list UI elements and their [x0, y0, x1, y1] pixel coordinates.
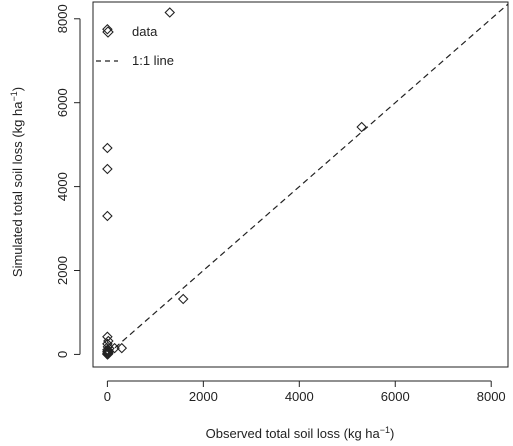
plot-frame — [92, 1, 509, 368]
y-tick-label: 6000 — [55, 88, 70, 117]
x-axis-title-exponent: −1 — [380, 425, 390, 435]
data-point — [102, 349, 113, 360]
data-point — [356, 121, 367, 133]
x-tick-label: 4000 — [285, 389, 314, 404]
data-point — [116, 342, 128, 354]
data-point — [164, 7, 176, 18]
y-axis-title-text: Simulated total soil loss (kg ha — [10, 101, 25, 277]
x-tick-label: 0 — [104, 389, 111, 404]
y-axis: 0 2000 4000 6000 8000 — [55, 4, 81, 358]
one-to-one-line — [106, 3, 509, 355]
x-tick-label: 8000 — [477, 389, 506, 404]
data-point — [102, 23, 113, 35]
x-axis-title: Observed total soil loss (kg ha−1) — [206, 425, 395, 441]
data-point — [102, 331, 113, 343]
data-point — [109, 342, 120, 354]
data-point — [177, 293, 189, 305]
data-point — [102, 142, 113, 154]
x-axis: 0 2000 4000 6000 8000 — [104, 380, 506, 404]
x-axis-title-text: Observed total soil loss (kg ha — [206, 426, 381, 441]
x-tick-label: 6000 — [381, 389, 410, 404]
y-axis-title-exponent: −1 — [9, 91, 19, 101]
y-tick-label: 2000 — [55, 256, 70, 285]
y-tick-label: 8000 — [55, 4, 70, 33]
y-tick-label: 4000 — [55, 172, 70, 201]
y-axis-title: Simulated total soil loss (kg ha−1) — [9, 87, 25, 277]
y-tick-label: 0 — [55, 351, 70, 358]
legend-diamond-marker — [102, 26, 114, 38]
legend-label-line: 1:1 line — [132, 53, 174, 68]
y-axis-title-close: ) — [10, 87, 25, 91]
legend: data 1:1 line — [96, 24, 174, 68]
data-point — [102, 163, 113, 175]
data-series — [102, 7, 367, 360]
x-tick-label: 2000 — [189, 389, 218, 404]
data-point — [102, 210, 113, 222]
one-to-one-line-series — [106, 3, 509, 355]
data-point — [102, 346, 113, 357]
legend-label-data: data — [132, 24, 158, 39]
x-axis-title-close: ) — [390, 426, 394, 441]
